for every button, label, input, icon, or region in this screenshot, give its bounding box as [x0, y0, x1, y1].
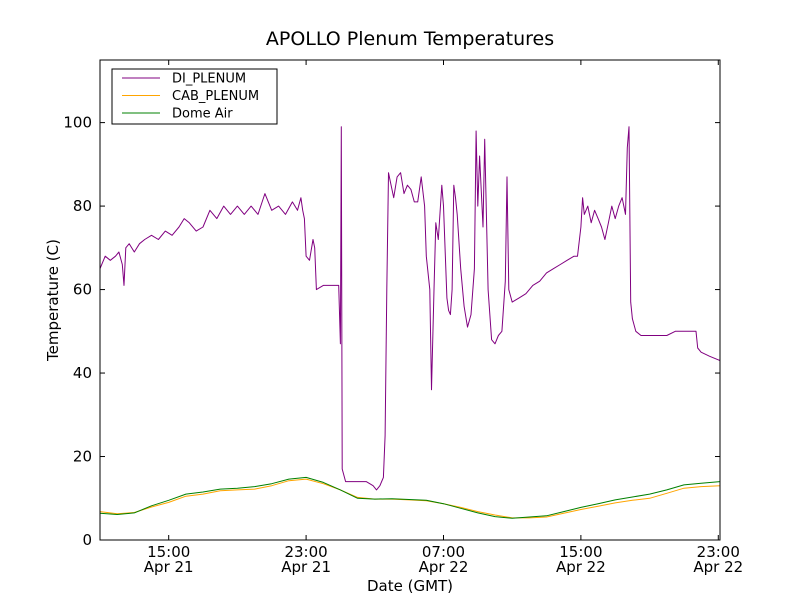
- y-tick-label: 0: [82, 531, 92, 549]
- x-tick-label-date: Apr 22: [693, 558, 743, 576]
- x-tick-label-time: 23:00: [284, 543, 327, 561]
- x-tick-label-time: 23:00: [697, 543, 740, 561]
- x-tick-label-date: Apr 21: [144, 558, 194, 576]
- legend-label-di-plenum: DI_PLENUM: [172, 72, 246, 87]
- y-tick-label: 100: [63, 114, 92, 132]
- legend-label-dome-air: Dome Air: [172, 107, 233, 122]
- y-tick-label: 20: [73, 448, 92, 466]
- y-tick-label: 80: [73, 197, 92, 215]
- y-axis: 0 20 40 60 80 100: [63, 114, 720, 549]
- x-tick-label-time: 15:00: [147, 543, 190, 561]
- x-tick-label-time: 15:00: [559, 543, 602, 561]
- legend: DI_PLENUM CAB_PLENUM Dome Air: [111, 68, 278, 125]
- x-tick-label-time: 07:00: [422, 543, 465, 561]
- x-tick-label-date: Apr 22: [419, 558, 469, 576]
- series-line-dome-air: [100, 476, 720, 519]
- y-axis-label: Temperature (C): [44, 239, 62, 362]
- x-axis-label: Date (GMT): [367, 577, 453, 595]
- chart-title: APOLLO Plenum Temperatures: [266, 28, 554, 50]
- x-tick-label-date: Apr 22: [556, 558, 606, 576]
- y-tick-label: 60: [73, 281, 92, 299]
- y-tick-label: 40: [73, 364, 92, 382]
- series-line-di-plenum: [100, 126, 720, 491]
- x-tick-label-date: Apr 21: [281, 558, 331, 576]
- plot-area-frame: [99, 59, 721, 541]
- series-layer: [100, 126, 720, 519]
- legend-label-cab-plenum: CAB_PLENUM: [172, 89, 259, 104]
